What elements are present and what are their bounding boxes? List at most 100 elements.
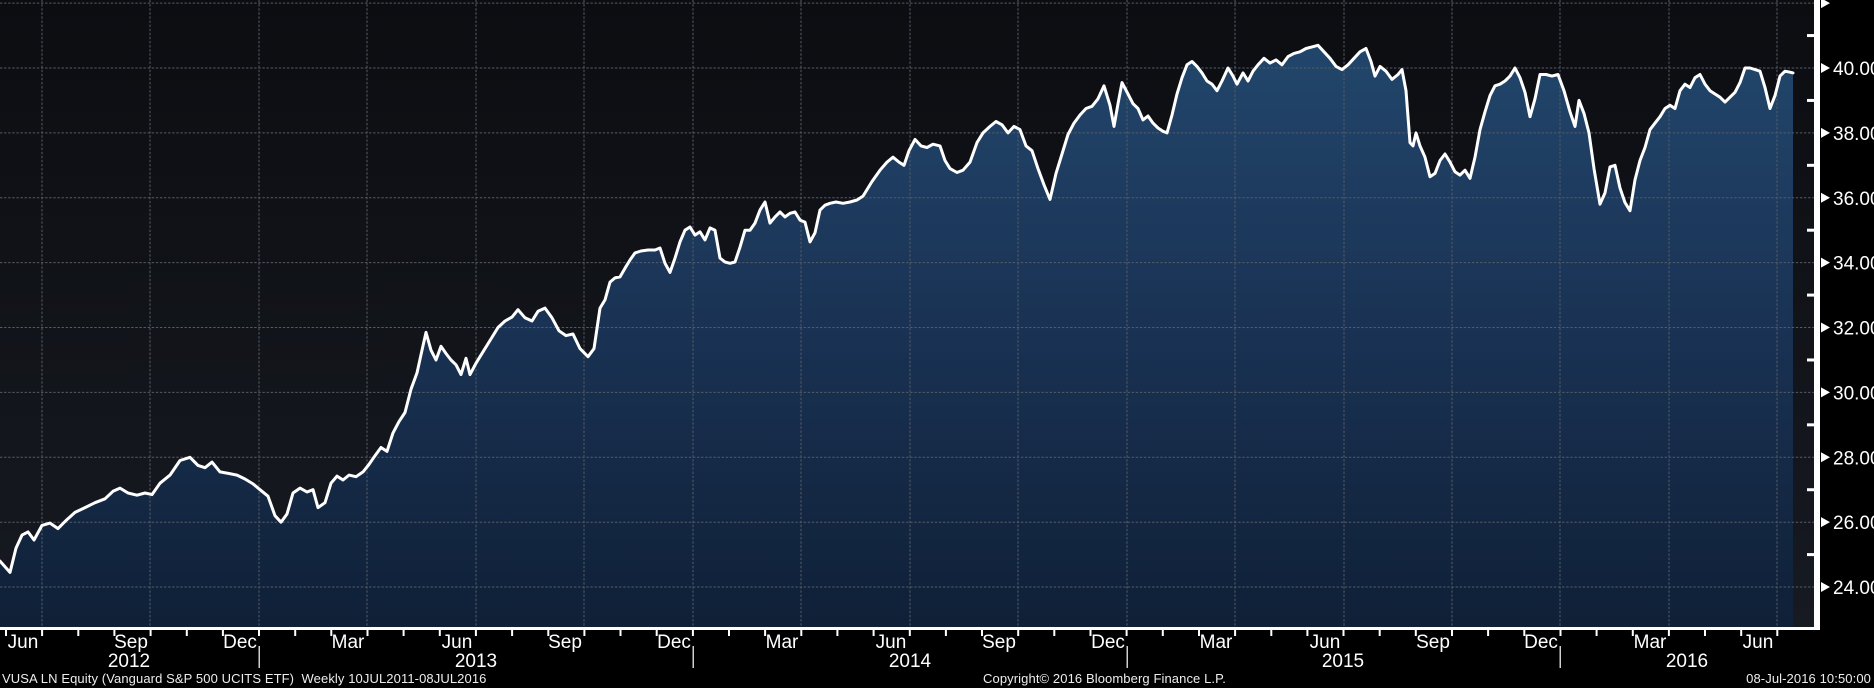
y-minor-tick — [1807, 98, 1814, 102]
x-axis-year-label: 2015 — [1322, 651, 1364, 672]
x-minor-tick — [1776, 630, 1779, 636]
y-tick-arrow-icon — [1821, 582, 1830, 593]
x-minor-tick — [330, 630, 333, 636]
price-area-fill — [0, 45, 1793, 628]
x-minor-tick — [1017, 630, 1020, 636]
y-tick-arrow-icon — [1821, 127, 1830, 138]
year-separator-tick — [258, 646, 260, 668]
y-axis-label: 40.00 — [1833, 59, 1874, 80]
x-minor-tick — [1234, 630, 1237, 636]
x-minor-tick — [474, 630, 477, 636]
x-axis-month-label: Jun — [8, 632, 39, 653]
x-axis-month-label: Sep — [114, 632, 148, 653]
x-minor-tick — [1198, 630, 1200, 636]
x-axis-year-label: 2013 — [455, 651, 497, 672]
timestamp-text: 08-Jul-2016 10:50:00 — [1746, 671, 1871, 686]
x-minor-tick — [258, 630, 260, 636]
x-minor-tick — [981, 630, 983, 636]
x-axis-year-label: 2012 — [108, 651, 150, 672]
x-minor-tick — [1595, 630, 1598, 636]
x-minor-tick — [438, 630, 441, 636]
x-axis-month-label: Sep — [548, 632, 582, 653]
y-minor-tick — [1807, 228, 1814, 232]
x-axis-month-label: Jun — [1310, 632, 1341, 653]
x-axis-month-label: Dec — [223, 632, 257, 653]
x-minor-tick — [908, 630, 911, 636]
y-tick-arrow-icon — [1821, 63, 1830, 73]
x-minor-tick — [77, 630, 80, 636]
x-axis-month-label: Dec — [1524, 632, 1558, 653]
x-axis-month-label: Dec — [657, 632, 691, 653]
x-minor-tick — [691, 630, 694, 636]
x-axis-month-label: Mar — [1200, 632, 1233, 653]
x-minor-tick — [402, 630, 405, 636]
x-minor-tick — [728, 630, 730, 636]
x-minor-tick — [836, 630, 839, 636]
x-minor-tick — [1378, 630, 1381, 636]
y-tick-arrow-icon — [1821, 517, 1830, 528]
year-separator-tick — [692, 646, 694, 668]
x-axis-line — [0, 627, 1820, 630]
x-minor-tick — [800, 630, 803, 636]
copyright-text: Copyright© 2016 Bloomberg Finance L.P. — [983, 671, 1226, 686]
x-axis-month-label: Sep — [982, 632, 1016, 653]
x-minor-tick — [1414, 630, 1417, 636]
year-separator-tick — [1559, 646, 1561, 668]
x-axis-month-label: Mar — [1634, 632, 1667, 653]
y-axis-label: 26.00 — [1833, 513, 1874, 534]
x-minor-tick — [1053, 630, 1056, 636]
y-axis-label: 34.00 — [1833, 254, 1874, 275]
x-minor-tick — [1270, 630, 1273, 636]
y-minor-tick — [1807, 488, 1814, 492]
x-minor-tick — [1740, 630, 1743, 636]
x-axis-month-label: Dec — [1091, 632, 1125, 653]
x-minor-tick — [366, 630, 369, 636]
x-minor-tick — [547, 630, 550, 636]
x-minor-tick — [185, 630, 188, 636]
x-minor-tick — [1161, 630, 1164, 636]
y-axis-label: 28.00 — [1833, 448, 1874, 469]
y-axis-label: 30.00 — [1833, 383, 1874, 404]
x-axis-month-label: Jun — [876, 632, 907, 653]
y-minor-tick — [1807, 423, 1814, 427]
y-minor-tick — [1807, 34, 1814, 38]
x-minor-tick — [1667, 630, 1670, 636]
x-minor-tick — [1559, 630, 1562, 636]
x-axis-month-label: Jun — [1743, 632, 1774, 653]
y-tick-arrow-icon — [1821, 387, 1830, 398]
x-minor-tick — [944, 630, 947, 636]
x-minor-tick — [1487, 630, 1490, 636]
x-minor-tick — [113, 630, 116, 636]
y-tick-arrow-icon — [1821, 257, 1830, 268]
y-minor-tick — [1807, 553, 1814, 557]
x-minor-tick — [1523, 630, 1526, 636]
x-minor-tick — [619, 630, 622, 636]
x-minor-tick — [1089, 630, 1092, 636]
x-minor-tick — [511, 630, 514, 636]
y-axis-label: 32.00 — [1833, 319, 1874, 340]
x-minor-tick — [1342, 630, 1345, 636]
x-axis-month-label: Sep — [1416, 632, 1450, 653]
x-minor-tick — [583, 630, 586, 636]
x-axis-month-label: Mar — [332, 632, 365, 653]
y-tick-arrow-icon — [1821, 452, 1830, 463]
x-minor-tick — [1451, 630, 1453, 636]
y-tick-arrow-icon — [1821, 192, 1830, 203]
y-minor-tick — [1807, 163, 1814, 167]
y-axis-bar — [1814, 0, 1820, 630]
x-axis-month-label: Jun — [442, 632, 473, 653]
chart-title: VUSA LN Equity (Vanguard S&P 500 UCITS E… — [2, 671, 487, 686]
y-axis-label: 38.00 — [1833, 124, 1874, 145]
x-minor-tick — [5, 630, 7, 636]
y-minor-tick — [1807, 293, 1814, 297]
x-minor-tick — [221, 630, 224, 636]
x-minor-tick — [149, 630, 152, 636]
y-tick-arrow-icon — [1821, 0, 1830, 9]
y-tick-arrow-icon — [1821, 322, 1830, 333]
x-minor-tick — [294, 630, 297, 636]
x-minor-tick — [1704, 630, 1706, 636]
x-minor-tick — [872, 630, 875, 636]
y-minor-tick — [1807, 358, 1814, 362]
